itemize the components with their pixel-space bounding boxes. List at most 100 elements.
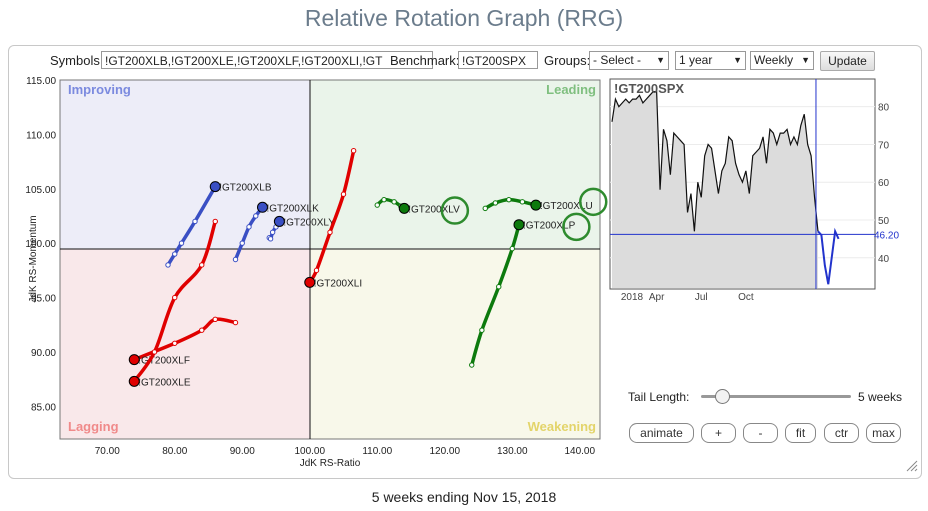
tail-point-gt200xlb-1 [172, 251, 178, 257]
head-point-gt200xli[interactable] [304, 276, 316, 288]
series-gt200xli[interactable]: !GT200XLI [304, 148, 362, 290]
animate-button[interactable]: animate [629, 423, 694, 443]
tail-point-gt200xlk-0 [232, 256, 239, 263]
center-button[interactable]: ctr [824, 423, 859, 443]
series-gt200xlu[interactable]: !GT200XLU [482, 196, 593, 212]
tail-point-gt200xly-1 [267, 236, 274, 242]
x-axis-ticks: 70.00 80.00 90.00 100.00 110.00 120.00 130.00 1… [95, 446, 596, 457]
tail-point-gt200xle-3 [151, 349, 158, 355]
y-axis-label: JdK RS-Momentum [28, 215, 39, 302]
page-title: Relative Rotation Graph (RRG) [304, 5, 624, 31]
tail-point-gt200xli-1 [340, 191, 347, 197]
series-gt200xlf[interactable]: !GT200XLF [128, 316, 239, 367]
tail-length-label: Tail Length: [628, 390, 690, 404]
series-label-gt200xlv: !GT200XLV [408, 204, 460, 215]
head-point-gt200xlv[interactable] [398, 202, 410, 214]
tail-point-gt200xle-1 [199, 262, 205, 268]
update-button[interactable]: Update [820, 51, 875, 71]
x-tick-label-5: 120.00 [429, 446, 460, 457]
tail-point-gt200xlp-0 [469, 362, 475, 368]
tail-point-gt200xlb-0 [165, 262, 171, 268]
series-label-gt200xli: !GT200XLI [314, 278, 362, 289]
tail-point-gt200xlu-0 [482, 205, 488, 212]
head-point-gt200xly[interactable] [273, 215, 285, 227]
head-point-gt200xlf[interactable] [128, 354, 140, 366]
resize-grip-icon[interactable] [904, 458, 918, 472]
highlight-circles [440, 187, 608, 242]
period-select-value: 1 year [679, 53, 713, 67]
series-gt200xlv[interactable]: !GT200XLV [374, 196, 460, 215]
series-label-gt200xlb: !GT200XLB [219, 183, 272, 194]
tail-length-slider[interactable] [701, 395, 851, 398]
weakening-quadrant [310, 249, 600, 439]
series-gt200xlb[interactable]: !GT200XLB [165, 181, 272, 268]
tail-point-gt200xli-0 [350, 148, 357, 154]
chevron-down-icon: ▼ [801, 55, 810, 65]
groups-label: Groups: [544, 53, 591, 68]
head-point-gt200xlp[interactable] [513, 219, 525, 231]
frequency-select-value: Weekly [754, 53, 794, 67]
head-point-gt200xle[interactable] [128, 375, 140, 387]
tail-point-gt200xli-2 [327, 229, 333, 236]
x-tick-label-7: 140.00 [564, 446, 595, 457]
y-tick-label-1: 90.00 [31, 348, 56, 359]
series-gt200xlp[interactable]: !GT200XLP [469, 219, 576, 368]
improving-quadrant [60, 80, 310, 249]
footer-caption: 5 weeks ending Nov 15, 2018 [371, 489, 557, 505]
tail-point-gt200xlf-2 [199, 327, 205, 333]
tail-point-gt200xlk-3 [253, 213, 259, 219]
y-tick-label-0: 85.00 [31, 402, 56, 413]
groups-select-value: - Select - [593, 53, 642, 67]
y-tick-label-2: 95.00 [31, 294, 56, 305]
series-gt200xly[interactable]: !GT200XLY [266, 215, 335, 242]
tail-length-value: 5 weeks [858, 390, 903, 404]
leading-label: Leading [546, 82, 596, 97]
plot-frame [59, 79, 601, 440]
highlight-circle-0 [440, 196, 470, 225]
x-tick-label-4: 110.00 [362, 446, 392, 457]
chevron-down-icon: ▼ [733, 55, 742, 65]
x-axis-label: JdK RS-Ratio [300, 458, 361, 469]
max-button[interactable]: max [866, 423, 901, 443]
head-point-gt200xlu[interactable] [530, 199, 542, 211]
head-point-gt200xlk[interactable] [257, 201, 268, 213]
series-label-gt200xly: !GT200XLY [283, 217, 335, 228]
series-gt200xle[interactable]: !GT200XLE [128, 218, 218, 388]
y-tick-label-3: 100.00 [25, 239, 56, 250]
lagging-label: Lagging [68, 419, 119, 434]
tail-point-gt200xlv-1 [381, 196, 387, 203]
groups-select[interactable]: - Select - ▼ [589, 51, 669, 70]
benchmark-input[interactable]: !GT200SPX [458, 51, 538, 69]
period-select[interactable]: 1 year ▼ [675, 51, 746, 70]
series-label-gt200xlp: !GT200XLP [523, 221, 576, 232]
tail-point-gt200xlp-2 [496, 283, 502, 290]
head-point-gt200xlb[interactable] [209, 181, 221, 193]
series-gt200xlk[interactable]: !GT200XLK [232, 201, 320, 263]
tail-length-slider-handle[interactable] [714, 389, 730, 404]
tail-point-gt200xlv-2 [391, 199, 397, 205]
tail-point-gt200xlv-0 [374, 202, 380, 208]
x-tick-label-1: 80.00 [162, 446, 187, 457]
zoom-out-button[interactable]: - [743, 423, 778, 443]
series-label-gt200xlf: !GT200XLF [138, 356, 190, 367]
frequency-select[interactable]: Weekly ▼ [750, 51, 814, 70]
chevron-down-icon: ▼ [656, 55, 665, 65]
benchmark-label: Benchmark: [390, 53, 460, 68]
tail-point-gt200xlk-2 [246, 224, 252, 230]
symbols-input[interactable]: !GT200XLB,!GT200XLE,!GT200XLF,!GT200XLI,… [101, 51, 433, 69]
tail-point-gt200xlk-1 [239, 240, 245, 246]
tail-point-gt200xlf-3 [172, 340, 178, 346]
highlight-circle-1 [579, 187, 608, 217]
series-label-gt200xlu: !GT200XLU [540, 201, 593, 212]
tail-point-gt200xlu-3 [519, 199, 526, 205]
zoom-in-button[interactable]: + [701, 423, 736, 443]
fit-button[interactable]: fit [785, 423, 816, 443]
tail-point-gt200xly-2 [269, 229, 276, 236]
y-axis-ticks: 85.00 90.00 95.00 100.00 105.00 110.00 115.00 [25, 76, 56, 413]
series-label-gt200xlk: !GT200XLK [267, 203, 320, 214]
x-tick-label-2: 90.00 [230, 446, 255, 457]
lagging-quadrant [60, 249, 310, 439]
tail-point-gt200xle-2 [172, 294, 178, 301]
x-tick-label-6: 130.00 [497, 446, 528, 457]
